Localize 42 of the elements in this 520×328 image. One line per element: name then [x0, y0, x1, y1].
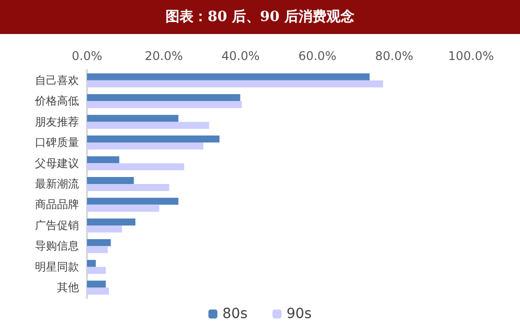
y-tick-label: 价格高低: [34, 94, 79, 108]
x-tick-label: 60.0%: [298, 49, 336, 63]
x-tick-label: 80.0%: [375, 49, 414, 63]
bar: [87, 177, 134, 184]
y-tick-label: 口碑质量: [35, 136, 79, 150]
y-tick-label: 最新潮流: [35, 178, 79, 190]
bar: [87, 266, 106, 274]
bar: [87, 204, 160, 212]
bar: [87, 94, 240, 102]
legend-label: 80s: [222, 306, 248, 322]
bar: [87, 101, 242, 108]
y-tick-label: 其他: [57, 281, 79, 294]
y-tick-label: 父母建议: [35, 156, 79, 170]
y-tick-label: 朋友推荐: [35, 115, 79, 128]
bar: [87, 122, 210, 129]
bar: [87, 156, 120, 164]
legend-label: 90s: [286, 306, 312, 322]
bar: [87, 114, 178, 122]
bar: [87, 184, 170, 191]
y-tick-label: 导购信息: [35, 240, 79, 253]
bar: [87, 142, 204, 150]
bar: [87, 260, 96, 267]
bar: [87, 218, 136, 226]
bar: [87, 225, 122, 232]
bar: [87, 198, 178, 205]
x-tick-label: 0.0%: [72, 49, 102, 63]
y-tick-label: 明星同款: [35, 260, 79, 274]
y-tick-label: 广告促销: [35, 218, 79, 232]
bar: [87, 280, 106, 288]
bar: [87, 288, 109, 295]
x-tick-label: 100.0%: [448, 49, 494, 63]
bar: [87, 246, 108, 254]
chart-title: 图表：80 后、90 后消费观念: [0, 0, 520, 34]
y-tick-label: 商品品牌: [35, 198, 79, 212]
x-tick-label: 20.0%: [144, 49, 183, 63]
x-tick-label: 40.0%: [222, 49, 260, 63]
bar: [87, 239, 111, 246]
bar: [87, 163, 184, 170]
bar: [87, 80, 384, 88]
bar: [87, 136, 220, 143]
y-tick-label: 自己喜欢: [35, 74, 79, 87]
bar: [87, 73, 370, 80]
